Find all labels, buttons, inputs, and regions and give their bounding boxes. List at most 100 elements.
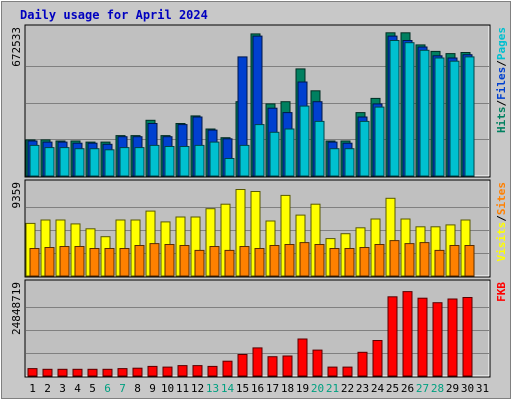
bar-kbytes-23 — [357, 351, 368, 377]
x-tick-label: 31 — [476, 382, 489, 395]
bar-kbytes-17 — [267, 356, 278, 377]
bar-pages-30 — [464, 56, 475, 177]
chart-title: Daily usage for April 2024 — [20, 8, 208, 22]
x-tick-label: 29 — [446, 382, 459, 395]
bar-sites-1 — [29, 248, 40, 277]
x-tick-label: 1 — [29, 382, 36, 395]
bar-kbytes-20 — [312, 349, 323, 377]
bar-pages-9 — [149, 144, 160, 177]
bar-kbytes-3 — [57, 368, 68, 377]
bar-pages-21 — [329, 148, 340, 177]
bar-sites-24 — [374, 244, 385, 277]
legend-entry: F — [495, 295, 508, 302]
bar-kbytes-4 — [72, 368, 83, 377]
bar-kbytes-16 — [252, 347, 263, 377]
bar-sites-18 — [284, 244, 295, 277]
bar-kbytes-22 — [342, 366, 353, 377]
bar-pages-10 — [164, 146, 175, 177]
bar-pages-16 — [254, 124, 265, 177]
x-tick-label: 6 — [104, 382, 111, 395]
x-tick-label: 8 — [134, 382, 141, 395]
bar-kbytes-30 — [462, 297, 473, 377]
x-tick-label: 5 — [89, 382, 96, 395]
legend-entry: Hits — [495, 107, 508, 134]
bar-pages-11 — [179, 146, 190, 177]
bar-kbytes-27 — [417, 297, 428, 377]
bar-pages-20 — [314, 120, 325, 177]
bar-pages-4 — [74, 148, 85, 177]
x-tick-label: 4 — [74, 382, 81, 395]
bar-sites-13 — [209, 246, 220, 277]
bar-kbytes-1 — [27, 368, 38, 377]
bar-sites-12 — [194, 249, 205, 277]
x-tick-label: 24 — [371, 382, 385, 395]
bar-kbytes-14 — [222, 360, 233, 377]
x-tick-label: 14 — [221, 382, 235, 395]
bar-sites-10 — [164, 244, 175, 277]
bar-kbytes-26 — [402, 291, 413, 377]
bar-sites-11 — [179, 245, 190, 277]
bar-pages-14 — [224, 158, 235, 177]
bar-pages-25 — [389, 40, 400, 177]
bar-kbytes-7 — [117, 368, 128, 377]
x-tick-label: 25 — [386, 382, 399, 395]
bar-kbytes-9 — [147, 365, 158, 377]
bar-pages-17 — [269, 131, 280, 177]
bar-pages-1 — [29, 144, 40, 177]
x-tick-label: 15 — [236, 382, 249, 395]
bar-kbytes-2 — [42, 368, 53, 377]
bar-pages-6 — [104, 149, 115, 177]
bar-pages-23 — [359, 120, 370, 177]
bar-pages-3 — [59, 147, 70, 177]
chart-panels: 672533Hits/Files/Pages9359Visits/Sites24… — [10, 24, 508, 378]
bar-pages-26 — [404, 42, 415, 177]
panel-visits: 9359 Visits/Sites — [10, 179, 508, 278]
x-tick-label: 3 — [59, 382, 66, 395]
bar-pages-13 — [209, 141, 220, 177]
bar-sites-9 — [149, 243, 160, 277]
bar-kbytes-5 — [87, 368, 98, 377]
bar-sites-26 — [404, 243, 415, 277]
bar-kbytes-15 — [237, 354, 248, 377]
x-tick-label: 23 — [356, 382, 369, 395]
legend-entry: Sites — [495, 182, 508, 215]
bar-kbytes-10 — [162, 366, 173, 377]
bar-sites-30 — [464, 245, 475, 277]
legend-entry: / — [495, 100, 508, 107]
x-tick-label: 27 — [416, 382, 429, 395]
bar-sites-2 — [44, 247, 55, 277]
bar-kbytes-12 — [192, 365, 203, 377]
x-tick-label: 22 — [341, 382, 354, 395]
legend-entry: / — [495, 215, 508, 222]
legend-visits: Visits/Sites — [495, 182, 508, 262]
x-tick-label: 28 — [431, 382, 444, 395]
x-tick-label: 20 — [311, 382, 324, 395]
bar-sites-15 — [239, 246, 250, 277]
bar-sites-6 — [104, 248, 115, 277]
x-tick-label: 11 — [176, 382, 189, 395]
bar-kbytes-28 — [432, 302, 443, 377]
bar-pages-27 — [419, 49, 430, 177]
x-tick-label: 10 — [161, 382, 174, 395]
x-tick-label: 12 — [191, 382, 204, 395]
bar-pages-12 — [194, 144, 205, 177]
bar-pages-2 — [44, 147, 55, 177]
x-tick-label: 21 — [326, 382, 339, 395]
x-tick-label: 26 — [401, 382, 414, 395]
bar-sites-27 — [419, 242, 430, 277]
x-tick-label: 18 — [281, 382, 294, 395]
bar-sites-17 — [269, 245, 280, 277]
legend-entry: Pages — [495, 27, 508, 60]
bar-pages-7 — [119, 147, 130, 177]
bar-sites-7 — [119, 248, 130, 277]
bar-sites-14 — [224, 249, 235, 277]
legend-hits: Hits/Files/Pages — [495, 27, 508, 133]
bar-pages-24 — [374, 106, 385, 177]
bar-sites-22 — [344, 248, 355, 277]
bar-kbytes-29 — [447, 298, 458, 377]
bar-kbytes-24 — [372, 340, 383, 377]
bar-sites-16 — [254, 248, 265, 277]
